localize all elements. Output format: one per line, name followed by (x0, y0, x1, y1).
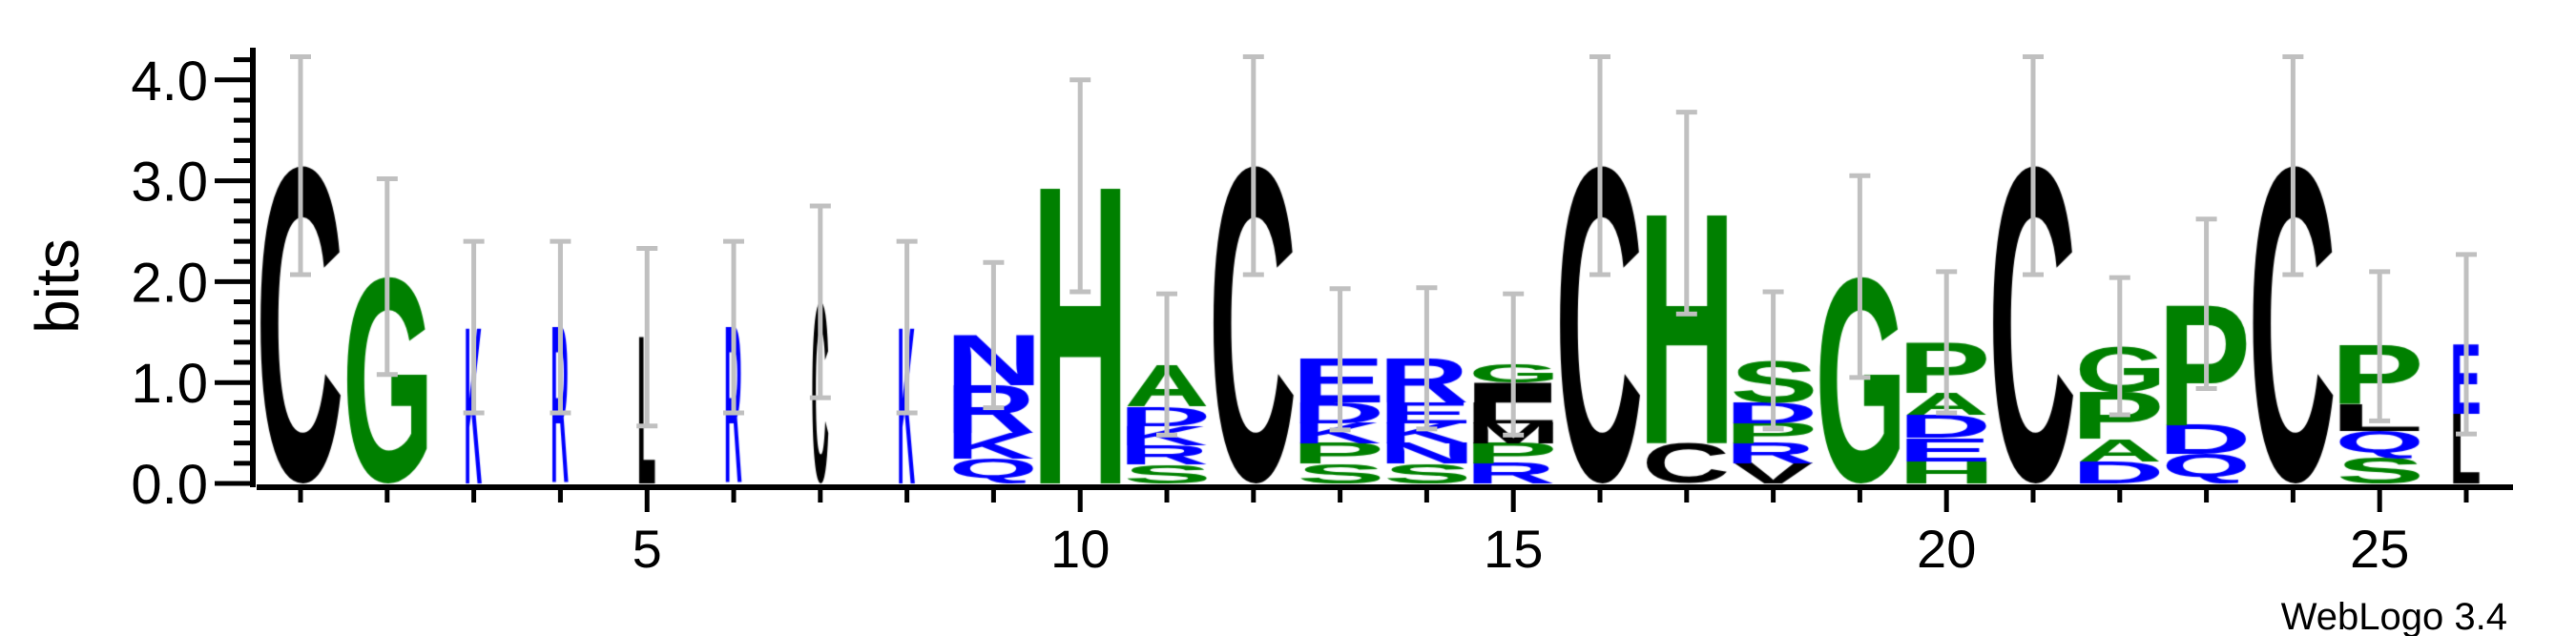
y-tick-label: 2.0 (131, 252, 208, 314)
weblogo-footer: WebLogo 3.4 (2281, 596, 2507, 636)
logo-letter-H (1906, 462, 1986, 483)
logo-letter-S (1386, 463, 1466, 483)
logo-letter-S (1300, 463, 1381, 483)
logo-letter-E (1906, 438, 1986, 461)
logo-letter-Q (2339, 431, 2420, 458)
logo-letter-V (1734, 463, 1814, 483)
logo-letter-N (1386, 443, 1466, 463)
logo-letter-R (1473, 463, 1553, 483)
logo-letter-S (1127, 464, 1207, 483)
logo-letter-R (1127, 445, 1207, 464)
x-tick-label: 20 (1917, 519, 1976, 579)
logo-letter-P (1300, 443, 1381, 463)
axes (215, 47, 2513, 512)
logo-letter-Q (2167, 454, 2247, 483)
logo-letter-Q (953, 459, 1033, 483)
logo-letter-C (1647, 443, 1727, 483)
logo-letter-A (2080, 439, 2160, 461)
x-tick-label: 5 (633, 519, 662, 579)
logo-letter-D (2080, 462, 2160, 483)
logo-letter-R (1734, 443, 1814, 463)
y-tick-label: 4.0 (131, 51, 208, 113)
logo-letter-D (1906, 415, 1986, 438)
logo-letter-P (1473, 443, 1553, 463)
y-tick-label: 1.0 (131, 353, 208, 415)
x-tick-label: 15 (1484, 519, 1543, 579)
error-bars (290, 53, 2477, 438)
logo-letter-D (2167, 425, 2247, 455)
logo-letter-S (2339, 457, 2420, 483)
y-tick-label: 0.0 (131, 454, 208, 516)
logo-letter-K (953, 433, 1033, 458)
x-tick-label: 25 (2350, 519, 2409, 579)
letter-stacks (260, 166, 2480, 483)
x-tick-label: 10 (1050, 519, 1110, 579)
y-axis-label: bits (23, 238, 92, 334)
y-tick-label: 3.0 (131, 152, 208, 214)
